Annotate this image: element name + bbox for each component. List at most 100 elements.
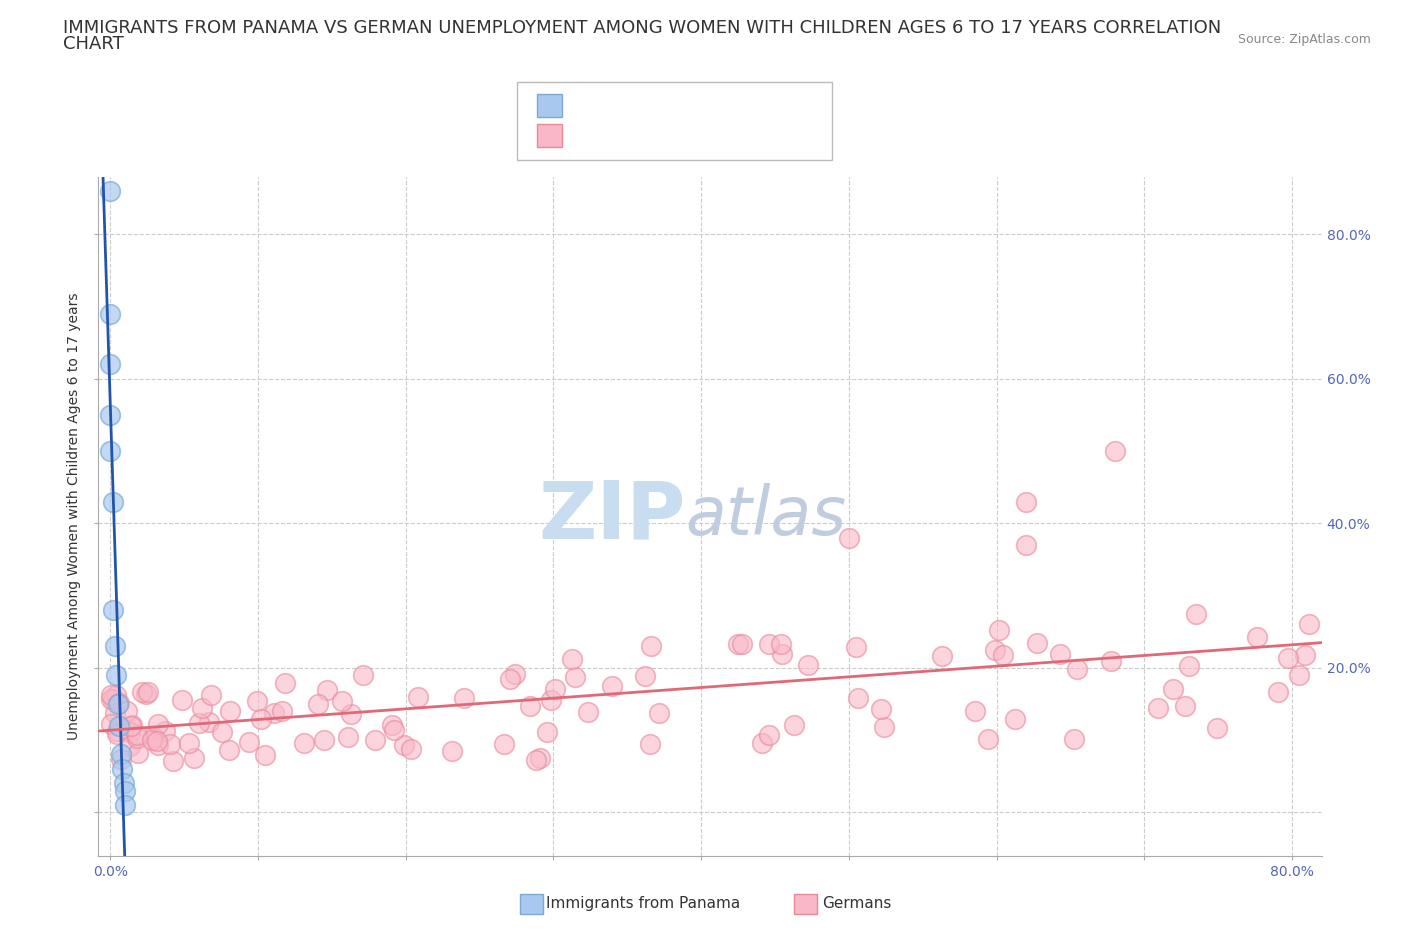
Point (770, 646, 793, 661)
Point (758, 727, 780, 742)
Point (1277, 651, 1299, 666)
Point (1104, 444, 1126, 458)
Point (114, 798, 136, 813)
Point (98, 184, 121, 199)
Point (141, 733, 163, 748)
Point (399, 741, 422, 756)
Point (105, 724, 128, 738)
Point (104, 705, 127, 720)
Point (498, 671, 520, 686)
Point (263, 706, 285, 721)
Point (544, 682, 567, 697)
Point (869, 702, 891, 717)
Y-axis label: Unemployment Among Women with Children Ages 6 to 17 years: Unemployment Among Women with Children A… (67, 292, 82, 740)
Point (382, 723, 405, 737)
Point (931, 648, 953, 663)
Point (250, 711, 273, 726)
Point (1177, 658, 1199, 673)
Point (136, 684, 159, 699)
Point (159, 736, 181, 751)
Point (103, 494, 125, 509)
Point (1026, 635, 1049, 650)
Point (101, 692, 124, 707)
Point (111, 762, 134, 777)
Text: IMMIGRANTS FROM PANAMA VS GERMAN UNEMPLOYMENT AMONG WOMEN WITH CHILDREN AGES 6 T: IMMIGRANTS FROM PANAMA VS GERMAN UNEMPLO… (63, 19, 1222, 36)
Text: R = 0.493: R = 0.493 (574, 126, 657, 144)
Text: N =  126: N = 126 (696, 126, 770, 144)
Point (98, 357, 121, 372)
Point (211, 725, 233, 740)
Point (1015, 538, 1038, 552)
Point (540, 692, 562, 707)
Point (1184, 606, 1206, 621)
Point (146, 737, 169, 752)
Point (564, 670, 586, 684)
Point (984, 643, 1007, 658)
Text: Immigrants from Panama: Immigrants from Panama (546, 897, 740, 911)
Text: R = 0.834: R = 0.834 (574, 97, 657, 114)
Point (392, 737, 415, 752)
Point (406, 689, 429, 704)
Point (179, 736, 201, 751)
Point (105, 668, 128, 683)
Point (253, 747, 276, 762)
Point (846, 690, 869, 705)
Point (993, 648, 1015, 663)
Point (492, 737, 515, 751)
Point (337, 730, 360, 745)
Point (1049, 646, 1071, 661)
Point (1004, 711, 1026, 726)
Point (519, 698, 541, 713)
Point (1267, 684, 1289, 699)
Point (98, 444, 121, 458)
Point (104, 639, 127, 654)
Point (873, 720, 896, 735)
Point (529, 751, 551, 765)
Point (153, 724, 176, 738)
Point (727, 637, 749, 652)
Point (103, 603, 125, 618)
Point (1246, 630, 1268, 644)
Point (1298, 617, 1320, 631)
Text: Germans: Germans (823, 897, 891, 911)
Text: N =  16: N = 16 (696, 97, 759, 114)
Point (1147, 701, 1170, 716)
Point (634, 669, 657, 684)
Point (1015, 494, 1038, 509)
Point (307, 697, 329, 711)
Point (187, 715, 209, 730)
Point (110, 751, 132, 766)
Point (105, 727, 128, 742)
Text: Source: ZipAtlas.com: Source: ZipAtlas.com (1237, 33, 1371, 46)
Point (118, 738, 141, 753)
Point (271, 704, 294, 719)
Point (315, 682, 337, 697)
Point (576, 704, 599, 719)
Point (98, 407, 121, 422)
Point (1066, 661, 1088, 676)
Text: atlas: atlas (686, 484, 846, 549)
Point (600, 679, 623, 694)
Point (115, 703, 138, 718)
Point (172, 692, 194, 707)
Point (638, 737, 661, 751)
Point (246, 694, 269, 709)
Point (364, 733, 387, 748)
Point (988, 622, 1011, 637)
Point (198, 714, 221, 729)
Text: CHART: CHART (63, 35, 124, 53)
Point (453, 691, 475, 706)
Point (441, 744, 464, 759)
Point (98, 307, 121, 322)
Point (146, 734, 169, 749)
Point (100, 692, 122, 707)
Point (381, 718, 404, 733)
Point (100, 687, 122, 702)
Point (162, 754, 184, 769)
Point (141, 730, 163, 745)
Point (274, 676, 297, 691)
Point (731, 637, 754, 652)
Point (648, 706, 671, 721)
Point (1161, 682, 1184, 697)
Point (110, 747, 132, 762)
